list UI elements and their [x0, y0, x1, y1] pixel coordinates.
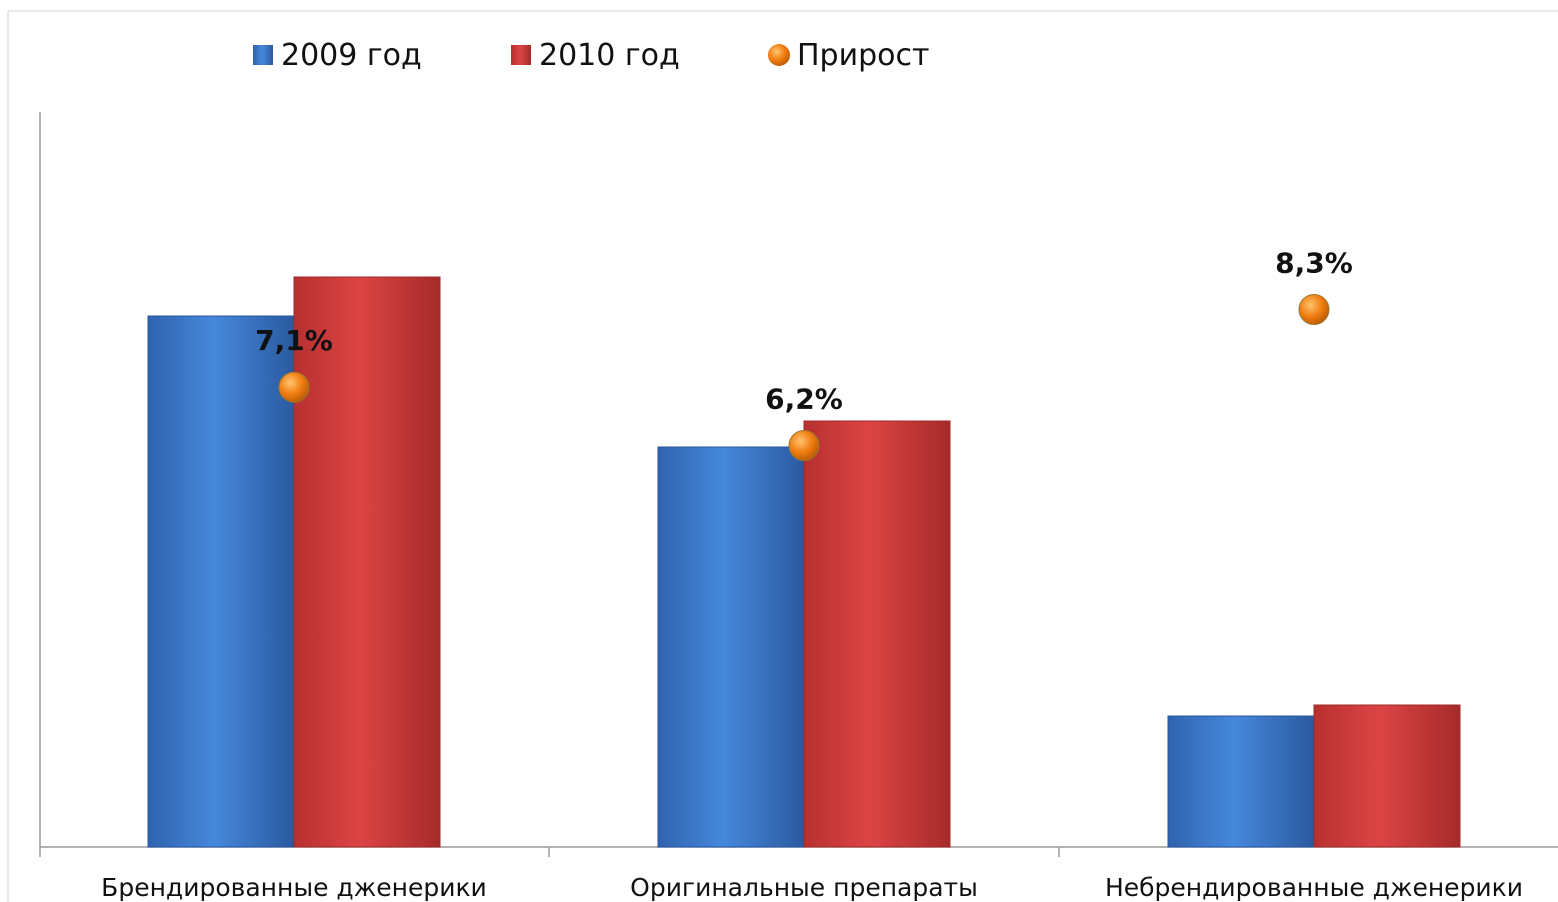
x-tick-label: Оригинальные препараты — [630, 873, 978, 902]
bars-layer — [147, 276, 1461, 848]
x-tick-label: Брендированные дженерики — [101, 873, 487, 902]
growth-layer: 7,1% 6,2% 8,3% — [255, 247, 1353, 462]
legend-label-growth: Прирост — [797, 38, 929, 73]
growth-marker — [1298, 294, 1330, 326]
x-tick-labels: Брендированные дженерики Оригинальные пр… — [101, 873, 1523, 902]
legend-item-2009: 2009 год — [253, 38, 422, 73]
growth-data-label: 8,3% — [1275, 247, 1353, 280]
growth-data-label: 6,2% — [765, 383, 843, 416]
legend-item-2010: 2010 год — [511, 38, 680, 73]
legend-item-growth: Прирост — [768, 38, 929, 73]
growth-marker — [788, 430, 820, 462]
legend-label-2010: 2010 год — [539, 38, 680, 73]
growth-marker — [278, 371, 310, 403]
bar-2010 — [803, 420, 951, 848]
legend-label-2009: 2009 год — [281, 38, 422, 73]
bar-2009 — [657, 446, 805, 848]
bar-2010 — [293, 276, 441, 848]
legend: 2009 год 2010 год Прирост — [253, 38, 929, 73]
legend-marker-growth — [768, 44, 790, 66]
legend-swatch-2009 — [253, 45, 273, 65]
growth-data-label: 7,1% — [255, 324, 333, 357]
x-tick-label: Небрендированные дженерики — [1105, 873, 1523, 902]
bar-2010 — [1313, 704, 1461, 848]
bar-2009 — [1167, 715, 1315, 848]
legend-swatch-2010 — [511, 45, 531, 65]
bar-2009 — [147, 315, 295, 848]
